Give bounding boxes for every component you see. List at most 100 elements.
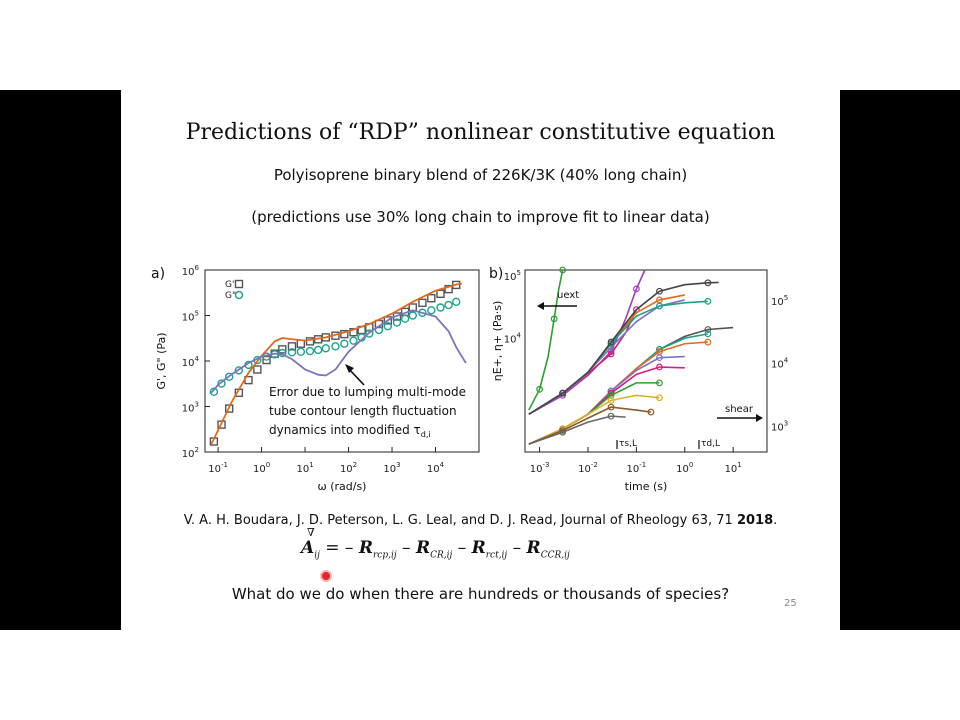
data-point-1-20 [383,322,393,331]
b-point-8-7 [704,330,712,338]
b-point-0-5 [559,266,567,274]
tau-d-label: τd,L [701,439,720,449]
laser-pointer-dot [322,572,330,580]
b-point-15-1 [559,428,567,436]
eq-sign-1: = – [325,538,354,558]
eq-term-2: R [415,538,431,558]
data-point-1-22 [400,314,410,323]
x-tick-label-1: 100 [253,461,270,475]
eq-term-3: R [471,538,486,558]
eq-lhs: A [301,538,315,558]
b-x-tick-label-4: 101 [725,461,742,475]
b-point-10-5 [656,354,663,362]
b-point-6-5 [656,287,663,295]
b-point-0-3 [550,315,558,323]
b-point-9-7 [704,338,712,346]
letterbox-left [0,90,121,630]
b-point-6-3 [607,338,615,346]
data-point-0-9 [287,342,297,351]
data-point-0-6 [262,355,271,365]
series-line-3 [210,309,467,394]
data-point-1-10 [296,347,306,356]
data-point-1-3 [234,366,244,375]
data-point-1-8 [278,348,287,358]
eq-sign-2: – [402,538,411,558]
y-tick-label-4: 106 [182,264,200,278]
b-point-12-3 [607,391,615,399]
b-series-line-11 [528,366,685,445]
data-point-1-21 [392,318,402,327]
data-point-0-8 [278,345,287,354]
b-point-15-3 [607,412,615,420]
data-point-1-18 [365,329,374,338]
y-tick-label-3: 105 [182,310,199,324]
b-y-tick-label-0: 104 [504,332,522,346]
uext-label: uext [557,290,579,301]
b-series-line-8 [528,333,709,445]
data-point-1-11 [305,346,315,356]
data-point-0-27 [444,284,453,294]
data-point-1-9 [287,348,297,357]
x-tick-label-3: 102 [340,461,357,475]
b-right-tick-label-1: 104 [771,357,789,371]
panel-b-frame [524,269,768,453]
legend-marker-0 [234,279,244,289]
data-point-1-15 [340,339,349,348]
b-point-2-3 [607,350,615,358]
page-number: 25 [784,598,797,609]
shear-arrow-head [756,414,763,422]
b-x-tick-label-2: 10-1 [627,461,647,475]
annotation-line-2: dynamics into modified τd,i [269,423,431,439]
data-point-1-28 [452,297,461,307]
slide: Predictions of “RDP” nonlinear constitut… [121,90,840,630]
tau-s-label: τs,L [619,439,637,449]
data-point-1-16 [349,336,358,345]
data-point-0-25 [427,294,436,303]
b-point-6-1 [559,389,567,397]
uext-arrow-head [537,302,544,310]
data-point-0-26 [436,289,445,298]
data-point-0-20 [383,316,393,325]
data-point-0-11 [305,337,315,346]
x-tick-label-2: 101 [296,461,313,475]
b-right-tick-label-2: 103 [771,419,788,433]
b-x-tick-label-3: 100 [676,461,693,475]
b-series-line-6 [528,281,719,415]
annotation-line-0: Error due to lumping multi-mode [269,385,466,399]
citation: V. A. H. Boudara, J. D. Peterson, L. G. … [183,513,778,528]
citation-year: 2018 [736,513,774,528]
data-point-1-12 [313,345,323,355]
slide-question: What do we do when there are hundreds or… [231,585,730,603]
eq-lhs-sub: ij [314,550,320,561]
b-series-line-15 [528,415,626,445]
eq-sign-3: – [457,538,467,558]
b-point-5-7 [704,297,712,305]
panel-a-label: a) [151,266,165,282]
b-x-tick-label-1: 10-2 [578,461,598,475]
chart-b: b) 10-3 10-2 10-1 100 101 104 105 105 104 103 time … [489,266,789,493]
b-point-6-7 [704,279,712,287]
y-tick-label-1: 103 [182,401,199,415]
data-point-0-24 [418,298,427,308]
data-point-1-23 [408,311,417,320]
b-y-axis-label: ηE+, η+ (Pa·s) [491,301,504,382]
annotation-arrow-head [345,364,354,373]
b-point-7-7 [704,326,712,333]
slide-subtitle-2: (predictions use 30% long chain to impro… [251,208,710,226]
citation-text: V. A. H. Boudara, J. D. Peterson, L. G. … [183,513,737,528]
eq-sign-4: – [512,538,522,558]
eq-term-1: R [358,538,373,558]
b-x-axis-label: time (s) [625,480,668,493]
slide-subtitle-1: Polyisoprene binary blend of 226K/3K (40… [273,166,688,184]
eq-term-1-sub: rcp,ij [372,550,397,561]
b-x-tick-label-0: 10-3 [530,461,550,475]
data-point-1-25 [427,306,436,315]
data-point-0-5 [253,365,262,374]
b-point-13-3 [607,396,615,404]
annotation-line-1: tube contour length fluctuation [269,404,457,418]
legend-label-1: G" [225,291,236,301]
upper-convected-derivative-symbol: ∇ [307,526,315,539]
chart-a: a) 10-1 100 101 102 103 104 102 103 104 105 106 ω (r… [151,264,480,493]
x-tick-label-0: 10-1 [208,461,228,475]
b-point-14-5 [647,408,655,416]
